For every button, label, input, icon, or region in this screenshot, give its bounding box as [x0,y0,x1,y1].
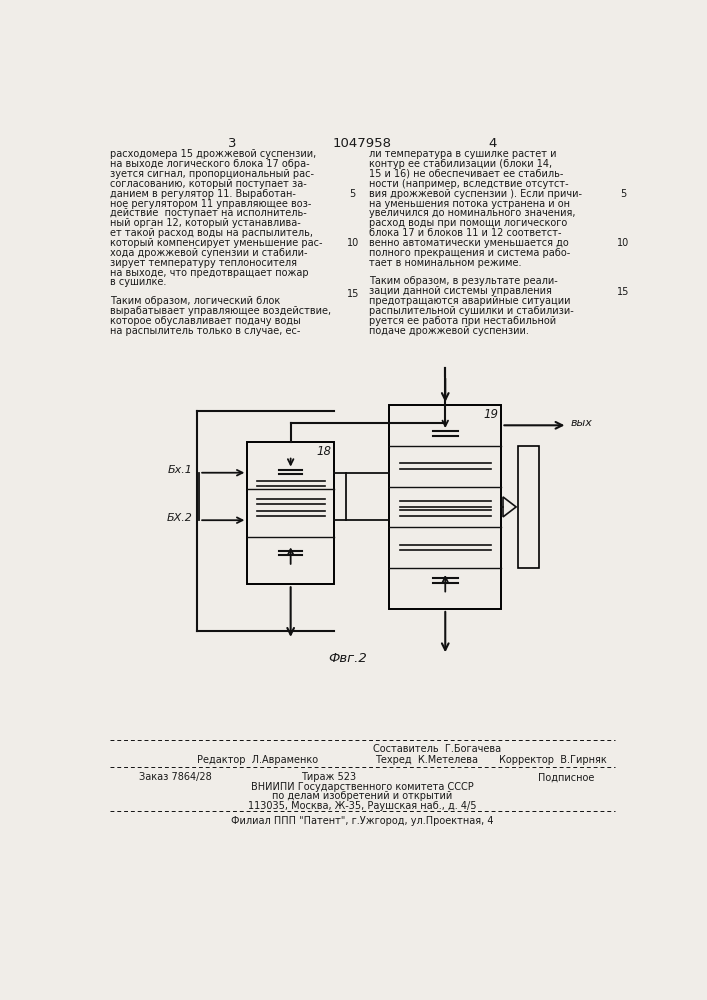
Text: Таким образом, в результате реали-: Таким образом, в результате реали- [369,276,558,286]
Text: который компенсирует уменьшение рас-: который компенсирует уменьшение рас- [110,238,322,248]
Text: согласованию, который поступает за-: согласованию, который поступает за- [110,179,307,189]
Text: Заказ 7864/28: Заказ 7864/28 [139,772,211,782]
Text: Тираж 523: Тираж 523 [301,772,356,782]
Text: БХ.2: БХ.2 [167,513,193,523]
Text: 113035, Москва, Ж-35, Раушская наб., д. 4/5: 113035, Москва, Ж-35, Раушская наб., д. … [247,801,477,811]
Text: ли температура в сушилке растет и: ли температура в сушилке растет и [369,149,556,159]
Text: ности (например, вследствие отсутст-: ности (например, вследствие отсутст- [369,179,568,189]
Text: ет такой расход воды на распылитель,: ет такой расход воды на распылитель, [110,228,313,238]
Text: вых: вых [571,418,592,428]
Text: Подписное: Подписное [538,772,595,782]
Text: полного прекращения и система рабо-: полного прекращения и система рабо- [369,248,570,258]
Text: распылительной сушилки и стабилизи-: распылительной сушилки и стабилизи- [369,306,573,316]
Text: 4: 4 [489,137,497,150]
Text: 15 и 16) не обеспечивает ее стабиль-: 15 и 16) не обеспечивает ее стабиль- [369,169,563,179]
Text: 1047958: 1047958 [332,137,392,150]
Bar [247,442,334,584]
Text: 5: 5 [620,189,626,199]
Text: на выходе логического блока 17 обра-: на выходе логического блока 17 обра- [110,159,310,169]
Text: ВНИИПИ Государственного комитета СССР: ВНИИПИ Государственного комитета СССР [250,782,473,792]
Text: 10: 10 [617,238,629,248]
Bar [518,446,539,568]
Text: 3: 3 [228,137,236,150]
Text: Таким образом, логический блок: Таким образом, логический блок [110,296,280,306]
Text: 10: 10 [346,238,358,248]
Text: Редактор  Л.Авраменко: Редактор Л.Авраменко [197,755,318,765]
Text: данием в регулятор 11. Выработан-: данием в регулятор 11. Выработан- [110,189,296,199]
Text: блока 17 и блоков 11 и 12 соответст-: блока 17 и блоков 11 и 12 соответст- [369,228,561,238]
Text: зуется сигнал, пропорциональный рас-: зуется сигнал, пропорциональный рас- [110,169,314,179]
Text: ный орган 12, который устанавлива-: ный орган 12, который устанавлива- [110,218,300,228]
Text: тает в номинальном режиме.: тает в номинальном режиме. [369,258,522,268]
Text: хода дрожжевой супензии и стабили-: хода дрожжевой супензии и стабили- [110,248,308,258]
Text: расходомера 15 дрожжевой суспензии,: расходомера 15 дрожжевой суспензии, [110,149,316,159]
Text: действие  поступает на исполнитель-: действие поступает на исполнитель- [110,208,307,218]
Text: расход воды при помощи логического: расход воды при помощи логического [369,218,567,228]
Text: ное регулятором 11 управляющее воз-: ное регулятором 11 управляющее воз- [110,199,312,209]
Text: вырабатывает управляющее воздействие,: вырабатывает управляющее воздействие, [110,306,331,316]
Text: Корректор  В.Гирняк: Корректор В.Гирняк [499,755,607,765]
Text: 15: 15 [346,289,359,299]
Text: руется ее работа при нестабильной: руется ее работа при нестабильной [369,316,556,326]
Text: 18: 18 [316,445,331,458]
Text: Фвг.2: Фвг.2 [329,652,368,665]
Text: Техред  К.Метелева: Техред К.Метелева [375,755,478,765]
Text: зации данной системы управления: зации данной системы управления [369,286,551,296]
Bar [389,405,501,609]
Text: 5: 5 [349,189,356,199]
Text: венно автоматически уменьшается до: венно автоматически уменьшается до [369,238,568,248]
Text: зирует температуру теплоносителя: зирует температуру теплоносителя [110,258,297,268]
Text: Бх.1: Бх.1 [168,465,193,475]
Text: Филиал ППП "Патент", г.Ужгород, ул.Проектная, 4: Филиал ППП "Патент", г.Ужгород, ул.Проек… [230,816,493,826]
Text: на распылитель только в случае, ес-: на распылитель только в случае, ес- [110,326,300,336]
Text: по делам изобретений и открытий: по делам изобретений и открытий [271,791,452,801]
Text: которое обуславливает подачу воды: которое обуславливает подачу воды [110,316,300,326]
Text: вия дрожжевой суспензии ). Если причи-: вия дрожжевой суспензии ). Если причи- [369,189,582,199]
Text: на выходе, что предотвращает пожар: на выходе, что предотвращает пожар [110,268,309,278]
Text: Составитель  Г.Богачева: Составитель Г.Богачева [373,744,501,754]
Text: в сушилке.: в сушилке. [110,277,166,287]
Text: на уменьшения потока устранена и он: на уменьшения потока устранена и он [369,199,570,209]
Text: 19: 19 [484,408,498,421]
Text: предотращаются аварийные ситуации: предотращаются аварийные ситуации [369,296,571,306]
Text: контур ее стабилизации (блоки 14,: контур ее стабилизации (блоки 14, [369,159,552,169]
Text: увеличился до номинального значения,: увеличился до номинального значения, [369,208,575,218]
Text: 15: 15 [617,287,629,297]
Text: подаче дрожжевой суспензии.: подаче дрожжевой суспензии. [369,326,529,336]
